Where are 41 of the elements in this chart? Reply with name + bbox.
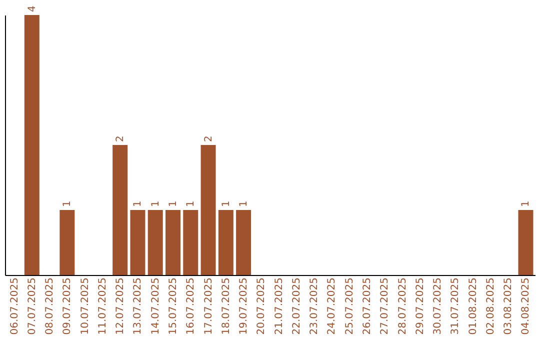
x-tick-label: 20.07.2025 xyxy=(256,278,268,335)
data-label: 1 xyxy=(168,200,179,207)
x-tick-label: 27.07.2025 xyxy=(380,278,391,335)
x-tick-label: 01.08.2025 xyxy=(468,278,479,335)
x-tick-label: 03.08.2025 xyxy=(503,278,514,335)
data-label: 1 xyxy=(520,200,532,207)
x-tick-label: 02.08.2025 xyxy=(485,278,496,335)
x-tick-label: 19.07.2025 xyxy=(238,278,250,335)
x-tick-label: 10.07.2025 xyxy=(80,278,91,335)
data-label: 1 xyxy=(186,200,197,207)
x-tick-label: 29.07.2025 xyxy=(414,278,426,335)
x-tick-label: 07.07.2025 xyxy=(26,278,38,335)
data-label: 1 xyxy=(150,200,162,207)
x-tick-label: 13.07.2025 xyxy=(132,278,144,335)
x-tick-label: 11.07.2025 xyxy=(97,278,108,335)
x-tick-label: 08.07.2025 xyxy=(44,278,56,335)
data-label: 4 xyxy=(26,6,38,12)
x-tick-label: 23.07.2025 xyxy=(309,278,320,335)
x-tick-label: 26.07.2025 xyxy=(362,278,374,335)
data-label: 2 xyxy=(115,136,126,142)
x-tick-label: 14.07.2025 xyxy=(150,278,162,335)
x-tick-label: 04.08.2025 xyxy=(520,278,532,335)
x-tick-label: 09.07.2025 xyxy=(62,278,74,335)
x-tick-label: 15.07.2025 xyxy=(168,278,179,335)
data-label: 1 xyxy=(62,200,74,207)
x-tick-label: 28.07.2025 xyxy=(397,278,408,335)
x-tick-label: 17.07.2025 xyxy=(203,278,214,335)
data-label: 1 xyxy=(238,200,250,207)
x-tick-label: 31.07.2025 xyxy=(450,278,462,335)
x-tick-label: 06.07.2025 xyxy=(9,278,20,335)
x-tick-label: 30.07.2025 xyxy=(432,278,444,335)
x-tick-label: 16.07.2025 xyxy=(186,278,197,335)
x-tick-label: 18.07.2025 xyxy=(220,278,232,335)
x-tick-label: 22.07.2025 xyxy=(291,278,302,335)
data-label: 1 xyxy=(132,200,144,207)
data-label: 2 xyxy=(203,136,214,142)
data-label: 1 xyxy=(220,200,232,207)
x-tick-label: 12.07.2025 xyxy=(115,278,126,335)
x-tick-label: 21.07.2025 xyxy=(274,278,285,335)
x-tick-label: 25.07.2025 xyxy=(344,278,356,335)
x-tick-label: 24.07.2025 xyxy=(326,278,338,335)
